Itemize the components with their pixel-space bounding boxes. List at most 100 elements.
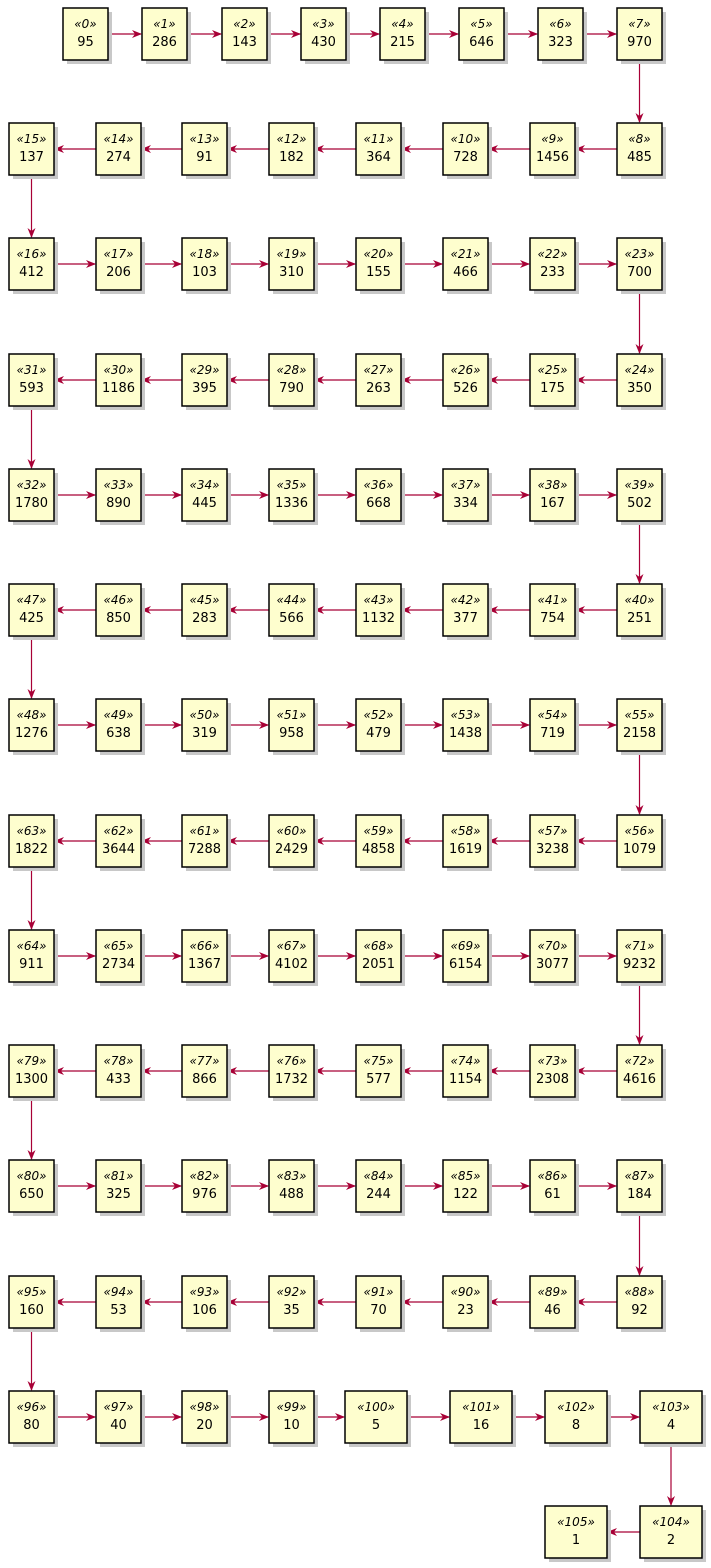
node-103: «103» 4 — [639, 1390, 706, 1447]
node-stereotype: «36» — [363, 478, 393, 492]
node-value: 958 — [279, 726, 304, 741]
node-96: «96» 80 — [8, 1390, 58, 1447]
node-box — [529, 1159, 576, 1213]
node-63: «63» 1822 — [8, 814, 58, 871]
node-59: «59» 4858 — [355, 814, 405, 871]
node-box — [537, 7, 584, 61]
node-value: 502 — [627, 496, 652, 511]
node-stereotype: «28» — [276, 363, 306, 377]
node-11: «11» 364 — [355, 122, 405, 179]
node-value: 92 — [631, 1303, 648, 1318]
node-value: 175 — [540, 381, 565, 396]
node-stereotype: «10» — [450, 132, 480, 146]
node-stereotype: «39» — [624, 478, 654, 492]
node-box — [616, 1044, 663, 1098]
node-box — [529, 698, 576, 752]
node-box — [355, 814, 402, 868]
node-value: 668 — [366, 496, 391, 511]
node-box — [442, 1044, 489, 1098]
node-box — [95, 353, 142, 407]
node-stereotype: «76» — [276, 1054, 306, 1068]
node-value: 103 — [192, 265, 217, 280]
node-stereotype: «8» — [628, 132, 650, 146]
node-box — [355, 237, 402, 291]
node-value: 40 — [110, 1418, 127, 1433]
node-box — [355, 583, 402, 637]
node-stereotype: «105» — [557, 1515, 595, 1529]
node-stereotype: «19» — [276, 247, 306, 261]
node-stereotype: «94» — [103, 1285, 133, 1299]
node-22: «22» 233 — [529, 237, 579, 294]
node-stereotype: «38» — [537, 478, 567, 492]
node-stereotype: «1» — [153, 17, 175, 31]
node-value: 4102 — [275, 957, 308, 972]
node-value: 790 — [279, 381, 304, 396]
node-stereotype: «20» — [363, 247, 393, 261]
node-52: «52» 479 — [355, 698, 405, 755]
node-stereotype: «82» — [189, 1169, 219, 1183]
node-stereotype: «102» — [557, 1400, 595, 1414]
node-stereotype: «54» — [537, 708, 567, 722]
node-value: 1276 — [15, 726, 48, 741]
node-value: 445 — [192, 496, 217, 511]
node-value: 700 — [627, 265, 652, 280]
node-88: «88» 92 — [616, 1275, 666, 1332]
node-box — [616, 468, 663, 522]
node-stereotype: «42» — [450, 593, 480, 607]
node-55: «55» 2158 — [616, 698, 666, 755]
node-67: «67» 4102 — [268, 929, 318, 986]
node-value: 566 — [279, 611, 304, 626]
node-31: «31» 593 — [8, 353, 58, 410]
node-box — [268, 122, 315, 176]
node-box — [529, 929, 576, 983]
node-box — [529, 237, 576, 291]
node-value: 184 — [627, 1187, 652, 1202]
node-value: 334 — [453, 496, 478, 511]
node-stereotype: «49» — [103, 708, 133, 722]
node-value: 2308 — [536, 1072, 569, 1087]
node-box — [529, 583, 576, 637]
node-value: 1300 — [15, 1072, 48, 1087]
node-40: «40» 251 — [616, 583, 666, 640]
node-box — [616, 353, 663, 407]
node-80: «80» 650 — [8, 1159, 58, 1216]
node-value: 719 — [540, 726, 565, 741]
node-box — [355, 1275, 402, 1329]
node-74: «74» 1154 — [442, 1044, 492, 1101]
edge-layer — [27, 30, 675, 1536]
node-box — [639, 1390, 703, 1444]
node-value: 593 — [19, 381, 44, 396]
node-box — [544, 1390, 608, 1444]
node-65: «65» 2734 — [95, 929, 145, 986]
node-value: 754 — [540, 611, 565, 626]
node-27: «27» 263 — [355, 353, 405, 410]
node-38: «38» 167 — [529, 468, 579, 525]
node-box — [95, 583, 142, 637]
node-value: 95 — [77, 35, 94, 50]
node-stereotype: «71» — [624, 939, 654, 953]
node-8: «8»485 — [616, 122, 666, 179]
node-value: 233 — [540, 265, 565, 280]
node-box — [95, 1044, 142, 1098]
node-box — [544, 1505, 608, 1559]
node-1: «1»286 — [141, 7, 191, 64]
node-value: 1079 — [623, 842, 656, 857]
node-value: 3077 — [536, 957, 569, 972]
node-value: 526 — [453, 381, 478, 396]
node-60: «60» 2429 — [268, 814, 318, 871]
node-value: 1154 — [449, 1072, 482, 1087]
node-value: 122 — [453, 1187, 478, 1202]
node-value: 9232 — [623, 957, 656, 972]
node-50: «50» 319 — [181, 698, 231, 755]
node-box — [95, 122, 142, 176]
node-value: 1438 — [449, 726, 482, 741]
node-box — [268, 1390, 315, 1444]
node-7: «7»970 — [616, 7, 666, 64]
node-value: 325 — [106, 1187, 131, 1202]
node-box — [442, 1275, 489, 1329]
node-box — [268, 468, 315, 522]
node-stereotype: «45» — [189, 593, 219, 607]
node-75: «75» 577 — [355, 1044, 405, 1101]
node-20: «20» 155 — [355, 237, 405, 294]
